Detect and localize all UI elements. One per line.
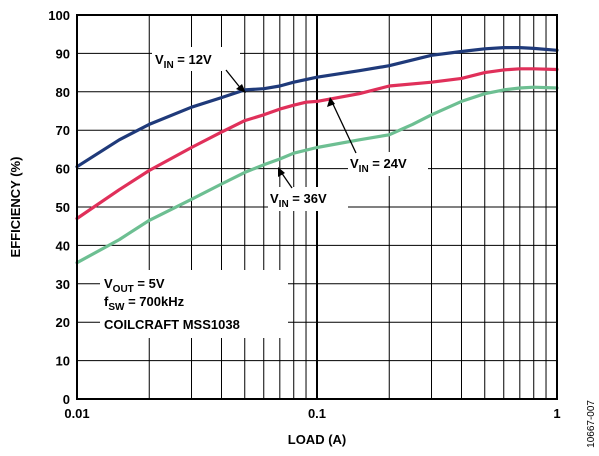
x-tick-label: 1	[553, 406, 560, 421]
y-tick-label: 100	[48, 8, 70, 23]
y-tick-label: 20	[56, 315, 70, 330]
tick-labels: 0 10 20 30 40 50 60 70 80 90 100 0.01 0.1 1	[48, 8, 560, 421]
annotation-vin36: VIN = 36V	[270, 191, 327, 210]
arrowhead-vin12	[236, 84, 246, 93]
annotation-fsw: fSW = 700kHz	[104, 294, 185, 313]
annotation-arrows	[225, 69, 357, 189]
series-lines	[75, 46, 559, 265]
series-line	[75, 46, 559, 169]
annotation-vin36-background	[268, 187, 348, 211]
y-axis-title: EFFICIENCY (%)	[8, 157, 23, 258]
series-line	[75, 85, 559, 265]
x-axis-title: LOAD (A)	[288, 432, 347, 447]
y-tick-label: 30	[56, 277, 70, 292]
x-tick-label: 0.1	[308, 406, 326, 421]
arrow-vin36	[280, 171, 293, 189]
y-tick-label: 40	[56, 238, 70, 253]
y-tick-label: 0	[63, 392, 70, 407]
annotation-vin24-background	[348, 152, 428, 176]
annotation-vout: VOUT = 5V	[104, 276, 165, 295]
arrowhead-vin24	[327, 97, 335, 107]
series-line	[75, 67, 559, 221]
figure-id: 10667-007	[586, 400, 597, 448]
annotation-vin12-background	[152, 47, 240, 71]
arrow-vin24	[331, 101, 357, 154]
y-tick-label: 50	[56, 200, 70, 215]
y-tick-label: 60	[56, 162, 70, 177]
arrowhead-vin36	[278, 167, 285, 177]
x-tick-label: 0.01	[64, 406, 89, 421]
conditions-box-background	[100, 270, 288, 338]
y-tick-label: 70	[56, 123, 70, 138]
y-tick-label: 10	[56, 354, 70, 369]
plot-frame	[76, 14, 558, 400]
annotation-inductor: COILCRAFT MSS1038	[104, 317, 240, 332]
y-tick-label: 80	[56, 85, 70, 100]
annotation-vin12: VIN = 12V	[155, 52, 212, 71]
annotation-vin24: VIN = 24V	[350, 156, 407, 175]
y-tick-label: 90	[56, 46, 70, 61]
